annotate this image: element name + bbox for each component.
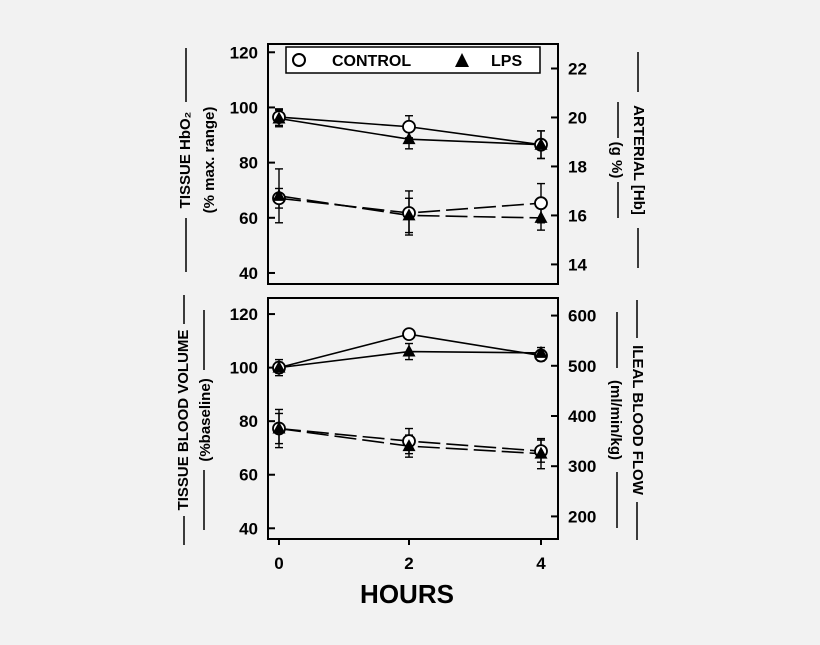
lps-point (402, 344, 416, 357)
lps-point (272, 188, 286, 201)
y2-axis-title-top: ARTERIAL [Hb] (630, 105, 647, 215)
y2-axis-subtitle-top: (g %) (608, 142, 625, 179)
lps-point (534, 210, 548, 223)
y-axis-label-bottom: TISSUE BLOOD VOLUME (175, 295, 192, 545)
y-tick-label: 100 (230, 98, 258, 117)
lps-point (534, 345, 548, 358)
lps-point (402, 208, 416, 221)
legend: CONTROL LPS (285, 46, 541, 74)
y-axis-title-top: TISSUE HbO₂ (177, 112, 194, 209)
y-tick-label: 40 (239, 264, 258, 283)
y-tick-label: 120 (230, 305, 258, 324)
panel-top: 40 60 80 100 120 14 16 18 20 22 TISSUE HbO₂ (% m… (177, 43, 647, 285)
lps-point (534, 446, 548, 459)
plot-frame-bottom (267, 297, 559, 540)
lps-point (272, 111, 286, 124)
legend-lps-label: LPS (491, 53, 522, 70)
lps-point (402, 132, 416, 145)
lps-point (534, 137, 548, 150)
control-point (402, 119, 416, 134)
y-tick-label: 40 (239, 519, 258, 538)
y-tick-label: 80 (239, 154, 258, 173)
x-tick-label: 0 (274, 554, 283, 573)
series-markers-bottom (272, 327, 548, 470)
y-axis-label-top: TISSUE HbO₂ (177, 48, 194, 272)
y-axis-sublabel-bottom: (%baseline) (197, 310, 214, 530)
y-axis-title-bottom: TISSUE BLOOD VOLUME (175, 330, 192, 511)
y2-tick-label: 400 (568, 407, 596, 426)
control-point (402, 327, 416, 342)
lps-point (272, 360, 286, 373)
control-point (534, 196, 548, 211)
y2-axis-title-bottom: ILEAL BLOOD FLOW (629, 345, 646, 496)
y2-axis-label-top: ARTERIAL [Hb] (630, 52, 647, 268)
y-tick-label: 60 (239, 466, 258, 485)
y2-tick-label: 500 (568, 357, 596, 376)
left-axis-ticks-bottom: 40 60 80 100 120 (230, 305, 275, 538)
y2-tick-label: 600 (568, 307, 596, 326)
x-axis-title: HOURS (360, 579, 454, 609)
y2-tick-label: 22 (568, 59, 587, 78)
y-tick-label: 80 (239, 412, 258, 431)
plot-frame-top (267, 43, 559, 285)
legend-control-marker (292, 53, 306, 67)
y2-tick-label: 200 (568, 507, 596, 526)
y2-axis-sublabel-top: (g %) (608, 102, 625, 218)
legend-lps-marker (455, 53, 469, 67)
panel-bottom: 40 60 80 100 120 200 300 400 500 600 0 2 4 TISSUE … (175, 295, 646, 609)
y2-axis-label-bottom: ILEAL BLOOD FLOW (629, 300, 646, 540)
right-axis-ticks-bottom: 200 300 400 500 600 (551, 307, 596, 526)
y-axis-subtitle-bottom: (%baseline) (197, 378, 214, 461)
x-tick-label: 2 (404, 554, 413, 573)
lps-point (272, 421, 286, 434)
right-axis-ticks-top: 14 16 18 20 22 (551, 59, 587, 274)
y2-tick-label: 18 (568, 157, 587, 176)
y2-tick-label: 14 (568, 255, 587, 274)
x-tick-label: 4 (536, 554, 546, 573)
legend-control-label: CONTROL (332, 53, 411, 70)
y-axis-sublabel-top: (% max. range) (201, 107, 218, 214)
y2-axis-subtitle-bottom: (ml/min/kg) (607, 380, 624, 460)
left-axis-ticks-top: 40 60 80 100 120 (230, 43, 275, 283)
lps-point (402, 439, 416, 452)
y-axis-subtitle-top: (% max. range) (201, 107, 218, 214)
series-markers-top (272, 108, 548, 236)
y2-tick-label: 20 (568, 108, 587, 127)
y2-tick-label: 300 (568, 457, 596, 476)
y2-tick-label: 16 (568, 206, 587, 225)
legend-box (285, 46, 541, 74)
y-tick-label: 120 (230, 43, 258, 62)
y-tick-label: 100 (230, 359, 258, 378)
y2-axis-sublabel-bottom: (ml/min/kg) (607, 312, 624, 528)
x-axis-ticks: 0 2 4 (274, 539, 546, 573)
y-tick-label: 60 (239, 209, 258, 228)
